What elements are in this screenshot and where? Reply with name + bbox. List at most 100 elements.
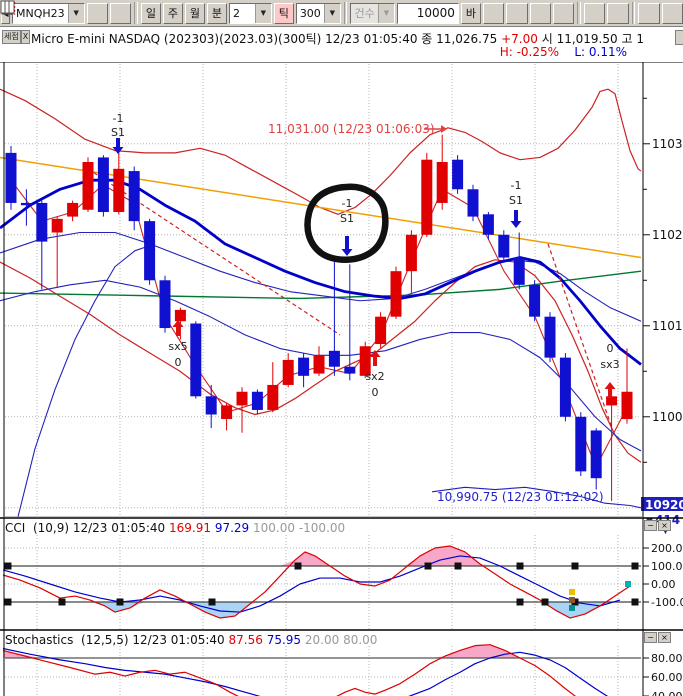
symbol-combo[interactable]: MNQH23 ▼ xyxy=(12,2,85,24)
signal-label: sx5 xyxy=(168,340,187,353)
bars-gray-button[interactable] xyxy=(2,2,551,24)
period-month-button[interactable]: 월 xyxy=(184,2,205,24)
instrument-title: Micro E-mini NASDAQ (202303)(2023.03)(30… xyxy=(31,32,418,46)
chevron-down-icon[interactable]: ▼ xyxy=(323,3,340,23)
stoch-name: Stochastics xyxy=(5,633,74,647)
low-price-callout: 10,990.75 (12/23 01:12:02) xyxy=(437,490,604,504)
sort-arrows-button[interactable] xyxy=(1,2,575,24)
signal-label: 0 xyxy=(372,386,379,399)
signal-arrow-down-icon xyxy=(514,210,518,221)
cci-square-marker xyxy=(516,562,524,570)
search-red-button[interactable] xyxy=(1,1,132,24)
cci-datetime: 12/23 01:05:40 xyxy=(72,521,166,535)
cci-minimize-button[interactable]: − xyxy=(644,520,657,531)
cci-signal-marker xyxy=(569,597,575,604)
stoch-minimize-button[interactable]: − xyxy=(644,632,657,643)
period-minute-button[interactable]: 분 xyxy=(206,2,227,24)
chevron-down-icon[interactable]: ▼ xyxy=(67,3,84,23)
period-day-button[interactable]: 일 xyxy=(140,2,161,24)
period-tick-button[interactable]: 틱 xyxy=(273,2,294,24)
signal-arrow-down-icon xyxy=(341,249,353,256)
minute-combo[interactable]: 2 ▼ xyxy=(228,2,272,24)
signal-label: S1 xyxy=(509,194,523,207)
cci-square-marker xyxy=(4,598,12,606)
cci-square-marker xyxy=(541,598,549,606)
document-d-button[interactable]: D xyxy=(1,0,606,24)
cci-square-marker xyxy=(58,598,66,606)
cci-square-marker xyxy=(631,562,639,570)
cci-square-marker xyxy=(4,562,12,570)
blue-steep-left xyxy=(17,243,156,518)
cci-line xyxy=(2,545,631,619)
chevron-down-icon: ▼ xyxy=(377,3,394,23)
open-label: 시 xyxy=(541,32,553,46)
candlestick-series xyxy=(5,152,633,479)
cci-window-buttons: − × xyxy=(644,520,671,531)
last-price-badge xyxy=(641,497,683,511)
high-price-callout: 11,031.00 (12/23 01:06:03) xyxy=(268,122,435,136)
grid-button[interactable] xyxy=(0,0,683,24)
stoch-axis-label: 80.00 xyxy=(651,652,683,665)
percent-line: H: -0.25% L: 0.11% xyxy=(500,45,627,59)
bar-count-input[interactable] xyxy=(396,2,459,24)
price-axis-label: 11010 xyxy=(652,319,683,333)
annotations xyxy=(112,125,616,398)
cci-square-marker xyxy=(454,562,462,570)
cci-params: (10,9) xyxy=(32,521,70,535)
signal-arrow-down-icon xyxy=(116,138,120,147)
stoch-datetime: 12/23 01:05:40 xyxy=(132,633,225,647)
title-corner-box[interactable] xyxy=(675,30,683,45)
cci-square-marker xyxy=(294,562,302,570)
bar-unit-button[interactable]: 바 xyxy=(460,2,481,24)
chevron-down-icon[interactable]: ▼ xyxy=(254,3,271,23)
threshold-fill xyxy=(3,546,630,566)
cci-square-marker xyxy=(571,562,579,570)
down-triangle-icon: ▼ xyxy=(662,526,669,536)
ma-blue-fast xyxy=(0,231,642,322)
search-button[interactable] xyxy=(1,1,108,24)
title-bar: 세점 X Micro E-mini NASDAQ (202303)(2023.0… xyxy=(0,28,683,62)
cci-close-button[interactable]: × xyxy=(658,520,671,531)
price-axis-label: 11000 xyxy=(652,410,683,424)
tick-combo[interactable]: 300 ▼ xyxy=(295,2,341,24)
signal-label: S1 xyxy=(111,126,125,139)
cci-name: CCI xyxy=(5,521,26,535)
signal-arrow-up-icon xyxy=(369,350,381,357)
stochastics-header: Stochastics (12,5,5) 12/23 01:05:40 87.5… xyxy=(5,633,377,647)
bars-red-alert-button[interactable] xyxy=(2,1,528,24)
cci-level-low: -100.00 xyxy=(298,521,346,535)
signal-arrow-up-icon xyxy=(172,320,184,327)
corner-chip-label[interactable]: 세점 xyxy=(2,30,21,44)
signal-arrow-up-icon xyxy=(604,382,616,389)
minute-value: 2 xyxy=(232,6,240,20)
edit-check-button[interactable] xyxy=(1,1,505,24)
stoch-close-button[interactable]: × xyxy=(658,632,671,643)
document-colored-button[interactable] xyxy=(1,0,660,24)
high-percent: H: -0.25% xyxy=(499,45,560,59)
change-value: +7.00 xyxy=(501,32,538,46)
cci-axis-label: 100.00 xyxy=(651,560,683,573)
toolbar-separator xyxy=(577,2,581,24)
signal-label: -1 xyxy=(113,112,124,125)
monitor-r-button[interactable]: R xyxy=(0,1,629,24)
cci-axis-label: -100.00 xyxy=(651,596,683,609)
high-callout-arrowhead-icon xyxy=(441,125,447,133)
corner-close-button[interactable]: X xyxy=(20,30,31,44)
close-label: 종 xyxy=(421,32,433,46)
threshold-fill xyxy=(3,644,625,658)
toolbar-separator xyxy=(631,2,636,24)
signal-arrow-down-icon xyxy=(510,221,522,228)
stoch-k-value: 87.56 xyxy=(228,633,263,647)
toolbar-separator xyxy=(343,2,348,24)
trendline-dashed xyxy=(547,243,613,429)
last-price-badge-value: 10920 xyxy=(645,498,683,512)
period-week-button[interactable]: 주 xyxy=(162,2,183,24)
trendline-dashed xyxy=(87,168,341,336)
signal-label: sx2 xyxy=(365,370,384,383)
cci-header: CCI (10,9) 12/23 01:05:40 169.91 97.29 1… xyxy=(5,521,346,535)
signal-arrow-down-icon xyxy=(112,147,124,154)
cci-signal-marker xyxy=(625,581,631,587)
signal-label: 0 xyxy=(175,356,182,369)
